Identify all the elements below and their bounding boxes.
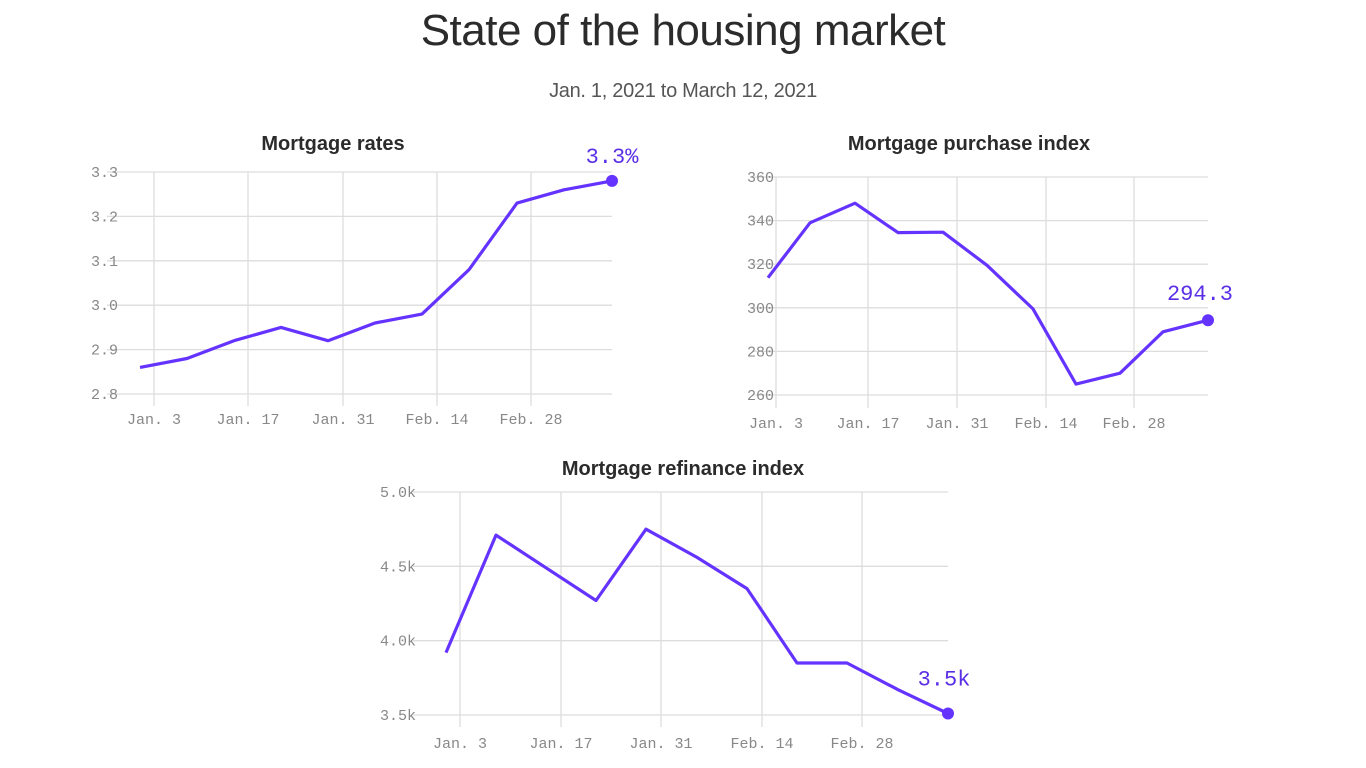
end-point-marker xyxy=(1202,314,1214,327)
y-tick-label: 260 xyxy=(747,388,774,405)
page-title: State of the housing market xyxy=(420,6,946,55)
y-tick-label: 3.5k xyxy=(380,708,416,725)
x-tick-label: Feb. 14 xyxy=(730,736,793,753)
x-axis-ticks: Jan. 3 Jan. 17 Jan. 31 Feb. 14 Feb. 28 xyxy=(749,416,1166,433)
y-tick-label: 4.5k xyxy=(380,559,416,576)
gridlines xyxy=(413,491,948,727)
end-value-label: 3.3% xyxy=(586,145,640,170)
y-tick-label: 340 xyxy=(747,214,774,231)
data-line xyxy=(766,201,1209,386)
chart-title: Mortgage refinance index xyxy=(562,458,804,480)
x-tick-label: Jan. 31 xyxy=(629,736,692,753)
x-tick-label: Jan. 3 xyxy=(127,412,181,429)
x-tick-label: Jan. 17 xyxy=(529,736,592,753)
x-tick-label: Feb. 28 xyxy=(1102,416,1165,433)
chart-title: Mortgage purchase index xyxy=(848,133,1090,155)
end-point-marker xyxy=(942,707,954,720)
y-tick-label: 2.9 xyxy=(91,343,118,360)
x-tick-label: Jan. 3 xyxy=(749,416,803,433)
y-axis-ticks: 3.3 3.2 3.1 3.0 2.9 2.8 xyxy=(91,165,118,404)
y-tick-label: 360 xyxy=(747,170,774,187)
mortgage-refinance-index-chart: Mortgage refinance index 5.0k 4.5k 4.0k 3.5… xyxy=(380,458,970,753)
data-line xyxy=(444,527,949,715)
end-point-marker xyxy=(606,174,618,187)
mortgage-purchase-index-chart: Mortgage purchase index 360 340 320 300 280 2… xyxy=(747,133,1233,433)
y-tick-label: 3.0 xyxy=(91,298,118,315)
end-value-label: 294.3 xyxy=(1167,282,1233,307)
x-tick-label: Feb. 14 xyxy=(405,412,468,429)
y-tick-label: 280 xyxy=(747,344,774,361)
x-tick-label: Jan. 31 xyxy=(925,416,988,433)
chart-title: Mortgage rates xyxy=(261,133,404,155)
y-tick-label: 3.2 xyxy=(91,209,118,226)
y-tick-label: 5.0k xyxy=(380,485,416,502)
x-tick-label: Jan. 17 xyxy=(216,412,279,429)
y-axis-ticks: 360 340 320 300 280 260 xyxy=(747,170,774,405)
mortgage-rates-chart: Mortgage rates 3.3 3.2 3.1 3.0 2.9 2.8 Jan. 3… xyxy=(91,133,639,429)
x-tick-label: Jan. 3 xyxy=(433,736,487,753)
y-tick-label: 3.3 xyxy=(91,165,118,182)
y-tick-label: 4.0k xyxy=(380,634,416,651)
gridlines xyxy=(107,171,612,406)
y-tick-label: 2.8 xyxy=(91,387,118,404)
y-axis-ticks: 5.0k 4.5k 4.0k 3.5k xyxy=(380,485,416,725)
x-tick-label: Feb. 28 xyxy=(830,736,893,753)
x-tick-label: Feb. 14 xyxy=(1014,416,1077,433)
y-tick-label: 3.1 xyxy=(91,254,118,271)
data-line xyxy=(139,179,613,369)
x-axis-ticks: Jan. 3 Jan. 17 Jan. 31 Feb. 14 Feb. 28 xyxy=(433,736,894,753)
page-subtitle: Jan. 1, 2021 to March 12, 2021 xyxy=(549,80,817,102)
x-tick-label: Jan. 31 xyxy=(311,412,374,429)
y-tick-label: 320 xyxy=(747,257,774,274)
x-tick-label: Jan. 17 xyxy=(836,416,899,433)
gridlines xyxy=(752,176,1208,408)
x-axis-ticks: Jan. 3 Jan. 17 Jan. 31 Feb. 14 Feb. 28 xyxy=(127,412,563,429)
end-value-label: 3.5k xyxy=(918,668,971,693)
x-tick-label: Feb. 28 xyxy=(499,412,562,429)
y-tick-label: 300 xyxy=(747,301,774,318)
